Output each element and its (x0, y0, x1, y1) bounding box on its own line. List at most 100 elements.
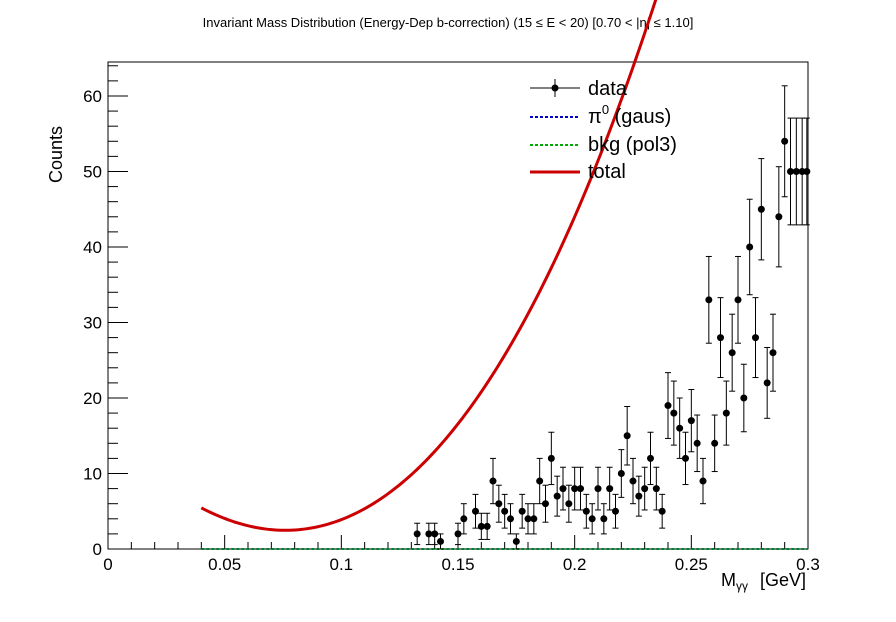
legend-signal-rest: (gaus) (609, 106, 671, 128)
data-marker (775, 213, 783, 221)
data-point (495, 484, 503, 523)
data-point (717, 297, 724, 379)
data-marker (670, 409, 678, 417)
data-marker (787, 167, 794, 175)
data-marker (705, 296, 713, 304)
data-point (472, 493, 479, 529)
data-marker (600, 515, 608, 523)
data-point (687, 389, 695, 453)
data-marker (477, 522, 485, 530)
data-marker (717, 334, 724, 342)
data-marker (722, 409, 730, 417)
data-marker (518, 507, 526, 515)
data-point (769, 313, 777, 392)
data-point (571, 466, 579, 511)
data-marker (693, 439, 701, 447)
data-point (507, 503, 514, 535)
data-marker (431, 530, 439, 538)
x-axis-title-main: M (721, 570, 736, 590)
data-marker (553, 492, 561, 500)
data-point (693, 414, 701, 473)
x-tick-label: 0.2 (563, 555, 587, 574)
data-point (512, 533, 520, 550)
data-point (641, 466, 649, 511)
data-marker (472, 507, 479, 515)
legend-label-data: data (588, 78, 628, 100)
data-marker (512, 537, 520, 545)
data-marker (752, 334, 759, 342)
x-axis-title: Mγγ [GeV] (721, 570, 806, 593)
data-point (635, 475, 643, 517)
data-marker (489, 477, 497, 485)
data-marker (769, 349, 777, 357)
data-point (711, 414, 719, 473)
data-marker (530, 515, 538, 523)
data-marker (542, 500, 549, 508)
data-point (530, 503, 538, 535)
data-point (582, 493, 590, 529)
data-point (460, 503, 468, 535)
data-point (524, 503, 532, 535)
data-point (629, 457, 637, 505)
y-tick-label: 10 (83, 464, 102, 483)
legend: data π0 (gaus) bkg (pol3) total (530, 78, 677, 183)
data-point (454, 522, 462, 546)
data-marker (728, 349, 736, 357)
legend-signal-sup: 0 (602, 102, 609, 117)
data-point (559, 466, 567, 511)
x-tick-label: 0.1 (330, 555, 354, 574)
data-marker (524, 515, 532, 523)
y-tick-label: 60 (83, 87, 102, 106)
data-point (477, 512, 485, 540)
data-point (728, 313, 736, 392)
data-marker (606, 485, 614, 493)
legend-signal-pi: π (588, 106, 602, 128)
data-point (542, 484, 549, 523)
data-point (565, 484, 573, 523)
x-axis-title-sub: γγ (736, 579, 748, 593)
data-point (600, 503, 608, 535)
data-marker (687, 417, 695, 425)
data-marker (559, 485, 567, 493)
data-marker (565, 500, 573, 508)
y-axis-title: Counts (46, 126, 66, 183)
legend-label-background: bkg (pol3) (588, 134, 677, 156)
data-marker (582, 507, 590, 515)
data-point (606, 466, 614, 511)
data-point (623, 406, 631, 466)
data-point (787, 117, 794, 226)
legend-entry-signal: π0 (gaus) (530, 102, 671, 128)
x-tick-label: 0.3 (796, 555, 820, 574)
legend-entry-total: total (530, 161, 626, 183)
data-point (670, 380, 678, 446)
data-marker (641, 485, 649, 493)
data-marker (699, 477, 707, 485)
data-point (536, 457, 544, 505)
data-point (699, 457, 707, 505)
data-point (413, 522, 421, 546)
data-marker (746, 243, 754, 251)
data-marker (617, 469, 625, 477)
data-point (425, 522, 433, 546)
total-fit-curve (200, 0, 658, 532)
data-point (734, 255, 742, 344)
data-marker (763, 379, 771, 387)
y-tick-label: 50 (83, 162, 102, 181)
data-point (437, 533, 444, 550)
data-point (431, 522, 439, 546)
data-marker (647, 454, 654, 462)
data-point (676, 397, 684, 459)
data-marker (664, 402, 672, 410)
data-point (781, 85, 789, 198)
x-tick-label: 0 (103, 555, 112, 574)
chart-title: Invariant Mass Distribution (Energy-Dep … (203, 15, 694, 30)
data-marker (577, 485, 584, 493)
y-axis-ticks: 0 10 20 30 40 50 60 (83, 65, 128, 559)
data-point (775, 166, 783, 268)
data-point (501, 493, 509, 529)
data-point (553, 475, 561, 517)
y-tick-label: 40 (83, 238, 102, 257)
data-marker (676, 424, 684, 432)
x-tick-label: 0.25 (675, 555, 708, 574)
